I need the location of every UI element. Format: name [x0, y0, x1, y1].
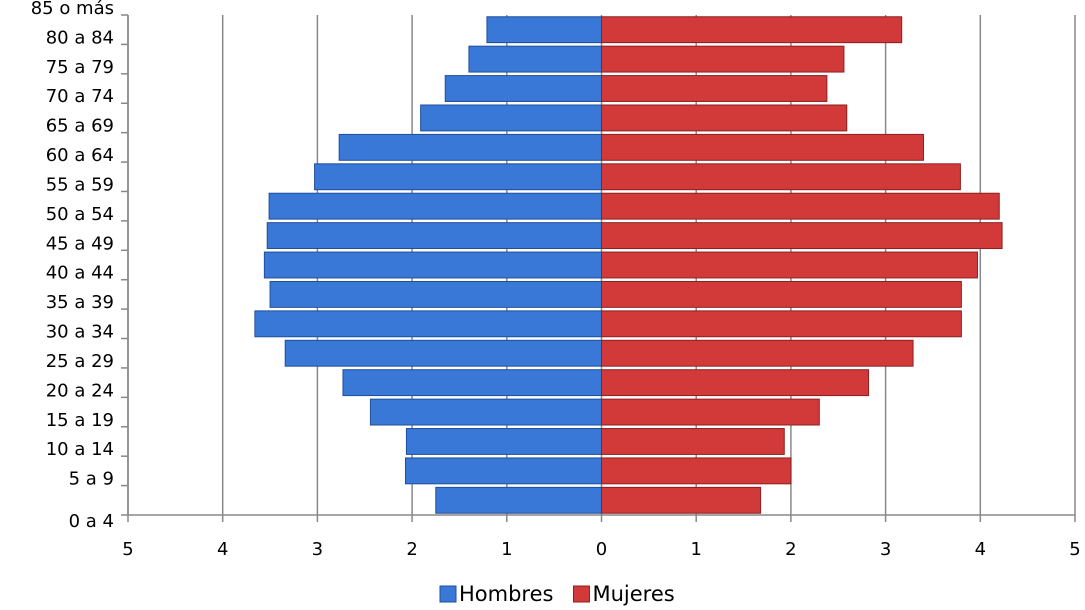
- bar: [420, 104, 602, 132]
- bar: [269, 280, 602, 308]
- y-tick-label: 55 a 59: [46, 174, 114, 195]
- x-tick-label: 5: [122, 539, 133, 560]
- y-tick-label: 30 a 34: [46, 322, 114, 343]
- y-tick-label: 85 o más: [31, 0, 114, 19]
- x-tick-label: 5: [1069, 539, 1080, 560]
- x-tick-label: 0: [596, 539, 607, 560]
- y-tick-label: 25 a 29: [46, 351, 114, 372]
- legend-label: Mujeres: [592, 582, 674, 606]
- y-tick-label: 10 a 14: [46, 439, 114, 460]
- legend-swatch: [572, 585, 590, 603]
- bar: [601, 310, 962, 338]
- bar: [266, 222, 602, 250]
- x-tick-label: 1: [501, 539, 512, 560]
- bar: [254, 310, 602, 338]
- bar: [601, 369, 870, 397]
- bar: [601, 486, 762, 514]
- bar: [601, 428, 785, 455]
- x-tick-label: 4: [975, 539, 986, 560]
- bar: [486, 16, 602, 44]
- y-tick-label: 40 a 44: [46, 263, 114, 284]
- x-tick-label: 3: [880, 539, 891, 560]
- bar: [284, 339, 602, 367]
- bar: [601, 192, 1000, 220]
- y-tick-label: 80 a 84: [46, 27, 114, 48]
- y-tick-label: 65 a 69: [46, 116, 114, 137]
- bar: [405, 428, 602, 455]
- bar: [601, 339, 914, 367]
- bar: [601, 133, 924, 161]
- x-tick-label: 4: [217, 539, 228, 560]
- y-tick-label: 45 a 49: [46, 233, 114, 254]
- legend-label: Hombres: [459, 582, 553, 606]
- x-tick-label: 2: [406, 539, 417, 560]
- bar: [268, 192, 602, 220]
- x-tick-label: 2: [785, 539, 796, 560]
- bar: [601, 75, 828, 102]
- x-tick-label: 1: [690, 539, 701, 560]
- y-tick-label: 20 a 24: [46, 380, 114, 401]
- bar: [263, 251, 602, 279]
- y-tick-label: 70 a 74: [46, 86, 114, 107]
- bar: [601, 457, 792, 485]
- y-tick-label: 5 a 9: [69, 469, 114, 490]
- bar: [601, 251, 978, 279]
- bar: [404, 457, 603, 485]
- x-tick-label: 3: [312, 539, 323, 560]
- bar: [444, 75, 602, 102]
- bar: [601, 104, 848, 132]
- bar: [601, 222, 1003, 250]
- y-tick-label: 15 a 19: [46, 410, 114, 431]
- bar: [601, 398, 820, 426]
- bar: [338, 133, 602, 161]
- legend-swatch: [439, 585, 457, 603]
- y-tick-label: 75 a 79: [46, 57, 114, 78]
- y-tick-label: 60 a 64: [46, 145, 114, 166]
- bar: [342, 369, 602, 397]
- bar: [601, 45, 845, 73]
- y-tick-label: 50 a 54: [46, 204, 114, 225]
- bar: [435, 486, 602, 514]
- y-tick-label: 35 a 39: [46, 292, 114, 313]
- bar: [314, 163, 602, 191]
- y-tick-label: 0 a 4: [69, 511, 114, 532]
- bar: [601, 280, 962, 308]
- bar: [468, 45, 603, 73]
- bar: [601, 16, 903, 44]
- bar: [601, 163, 961, 191]
- bar: [369, 398, 602, 426]
